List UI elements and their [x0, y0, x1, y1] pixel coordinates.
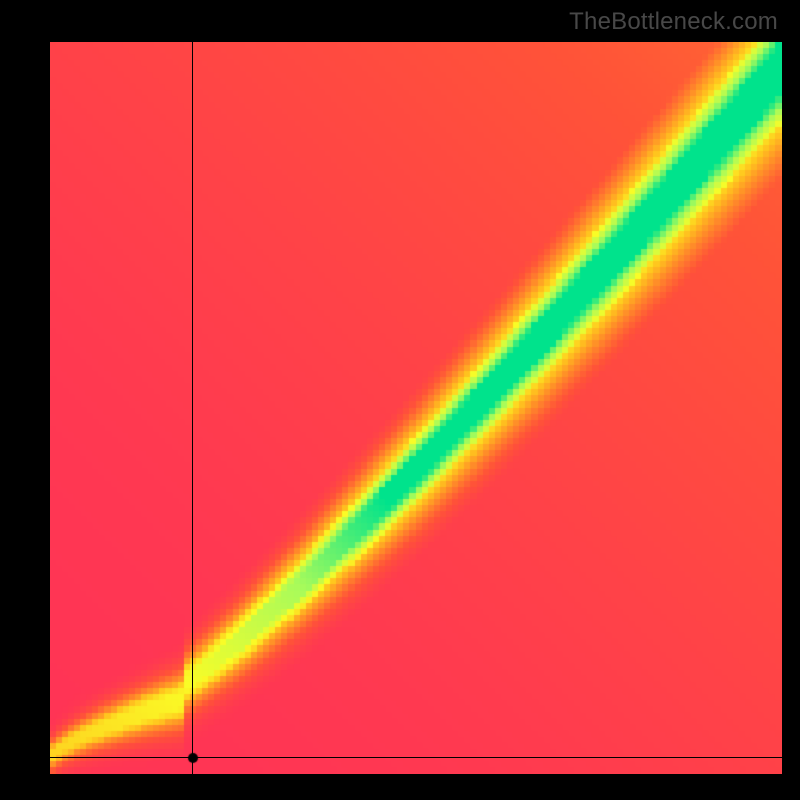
root: TheBottleneck.com — [0, 0, 800, 800]
crosshair-vertical — [192, 42, 193, 774]
crosshair-horizontal — [50, 757, 782, 758]
heatmap-plot — [50, 42, 782, 774]
heatmap-canvas — [50, 42, 782, 774]
watermark-text: TheBottleneck.com — [569, 8, 778, 36]
